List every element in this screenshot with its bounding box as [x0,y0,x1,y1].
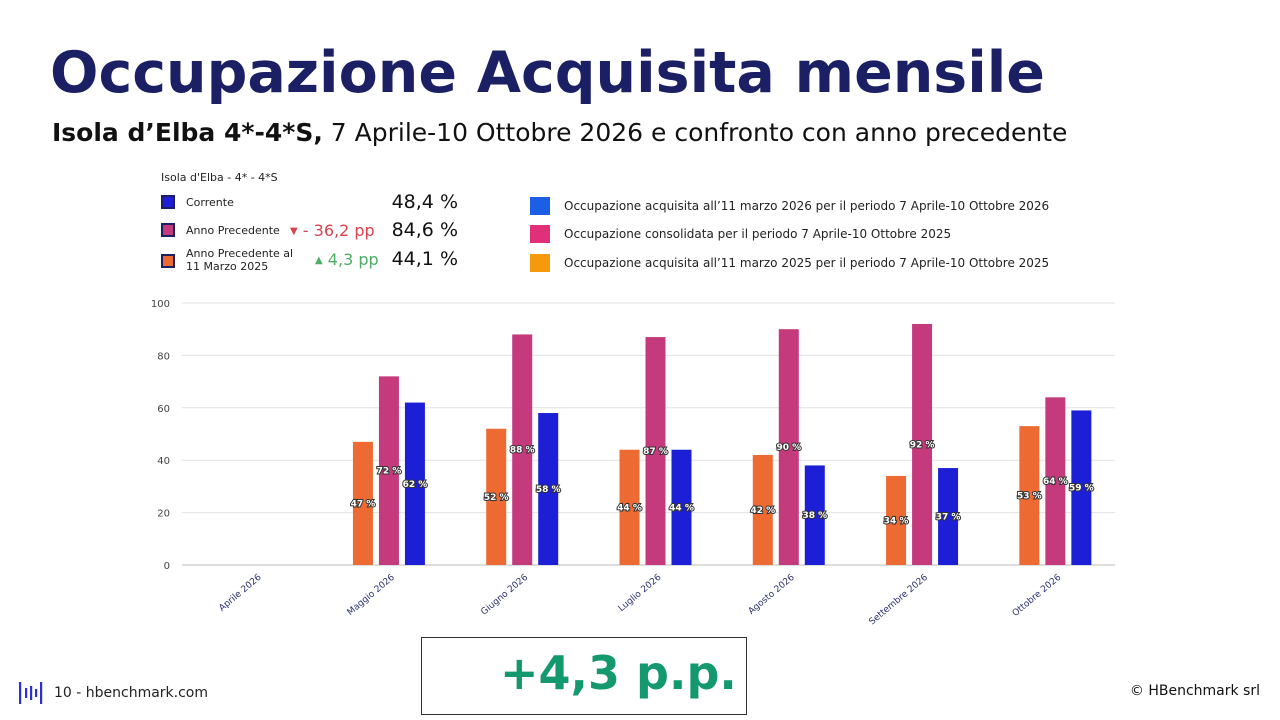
chart-legend: Occupazione acquisita all’11 marzo 2026 … [528,193,1088,283]
data-label: 59 % [1069,484,1094,494]
footer-page: 10 - hbenchmark.com [54,685,209,701]
legend-swatch-previous [530,254,550,272]
x-tick-label: Settembre 2026 [868,572,931,627]
data-label: 52 % [484,493,509,503]
y-tick-label: 40 [157,456,170,467]
bar [886,475,907,565]
kpi-label-current: Corrente [186,196,234,209]
data-label: 37 % [936,513,961,523]
data-label: 44 % [669,503,694,513]
arrow-down-icon: ▼ [290,226,298,237]
data-label: 72 % [377,467,402,477]
data-label: 88 % [510,446,535,456]
bar [938,468,959,565]
bar [804,465,825,565]
x-tick-label: Agosto 2026 [747,572,797,616]
bar [352,441,373,565]
kpi-value-previous: 84,6 % [391,219,458,241]
kpi-row-previous: Anno Precedente ▼ - 36,2 pp 84,6 % [158,219,468,246]
footer-copyright: © HBenchmark srl [1129,683,1260,699]
data-label: 64 % [1043,477,1068,487]
bar [671,449,692,565]
bar [619,449,640,565]
data-label: 58 % [536,485,561,495]
data-label: 87 % [643,447,668,457]
bar [752,454,773,565]
kpi-panel: Isola d'Elba - 4* - 4*S Corrente 48,4 % … [158,168,468,278]
x-tick-label: Aprile 2026 [217,572,263,613]
kpi-header: Isola d'Elba - 4* - 4*S [161,171,278,184]
highlight-value: +4,3 p.p. [500,646,737,700]
occupancy-bar-chart: 0 20 40 60 80 100 Aprile 2026 47 % 72 %62 % Maggi… [151,299,1115,627]
kpi-swatch-previous-march [161,254,175,268]
bar [645,337,666,565]
bar [486,428,507,565]
data-label: 34 % [884,516,909,526]
legend-label-consolidated: Occupazione consolidata per il periodo 7… [564,227,952,241]
bar [1071,410,1092,565]
kpi-row-current: Corrente 48,4 % [158,191,468,218]
x-tick-label: Giugno 2026 [479,572,530,617]
data-label: 47 % [351,499,376,509]
x-tick-label: Maggio 2026 [346,572,397,617]
kpi-label-previous-march: Anno Precedente al 11 Marzo 2025 [186,247,293,273]
subtitle-period: 7 Aprile-10 Ottobre 2026 e confronto con… [322,118,1068,147]
kpi-value-current: 48,4 % [391,191,458,213]
bar [778,329,799,565]
kpi-label-previous: Anno Precedente [186,224,280,237]
subtitle-location: Isola d’Elba 4*-4*S, [52,118,323,147]
data-label: 53 % [1017,492,1042,502]
page-title: Occupazione Acquisita mensile [50,40,1045,106]
kpi-row-previous-march: Anno Precedente al 11 Marzo 2025 ▲ 4,3 pp… [158,246,468,278]
x-tick-label: Ottobre 2026 [1011,572,1064,619]
kpi-delta-previous-text: - 36,2 pp [302,221,375,240]
highlight-box: +4,3 p.p. [421,637,747,715]
kpi-swatch-previous [161,223,175,237]
bar [378,376,399,565]
kpi-label-line-1: Anno Precedente al [186,247,294,260]
y-tick-label: 20 [157,509,170,520]
bar [1045,397,1066,565]
legend-item-previous: Occupazione acquisita all’11 marzo 2025 … [528,252,1088,274]
legend-item-consolidated: Occupazione consolidata per il periodo 7… [528,223,1088,245]
kpi-delta-previous-march-text: 4,3 pp [327,250,379,269]
legend-label-previous: Occupazione acquisita all’11 marzo 2025 … [564,256,1050,270]
data-label: 38 % [802,511,827,521]
bar-signal-logo-icon [19,682,43,704]
kpi-value-previous-march: 44,1 % [391,248,458,270]
legend-swatch-current [530,197,550,215]
kpi-swatch-current [161,195,175,209]
bar [512,334,533,565]
legend-item-current: Occupazione acquisita all’11 marzo 2026 … [528,195,1088,217]
bar [538,413,559,565]
data-label: 62 % [403,480,428,490]
y-tick-label: 60 [157,404,170,415]
bar [404,402,425,565]
arrow-up-icon: ▲ [315,255,323,266]
x-tick-label: Luglio 2026 [617,572,664,614]
data-label: 92 % [910,440,935,450]
kpi-label-line-2: 11 Marzo 2025 [186,260,269,273]
legend-swatch-consolidated [530,225,550,243]
data-label: 42 % [750,506,775,516]
page-subtitle: Isola d’Elba 4*-4*S, 7 Aprile-10 Ottobre… [52,118,1067,147]
kpi-delta-previous-march: ▲ 4,3 pp [315,250,379,269]
y-tick-label: 100 [151,299,170,310]
data-label: 44 % [617,503,642,513]
kpi-delta-previous: ▼ - 36,2 pp [290,221,375,240]
y-tick-label: 0 [164,561,170,572]
data-label: 90 % [776,443,801,453]
bar [1019,426,1040,565]
y-tick-label: 80 [157,351,170,362]
bar [912,323,933,565]
legend-label-current: Occupazione acquisita all’11 marzo 2026 … [564,199,1050,213]
